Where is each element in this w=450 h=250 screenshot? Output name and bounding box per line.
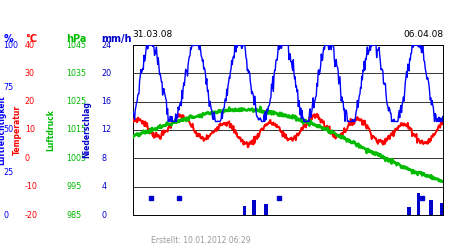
Text: 1045: 1045 [67,40,87,50]
Text: 1015: 1015 [67,126,87,134]
Text: 1025: 1025 [67,97,87,106]
Text: 0: 0 [4,210,9,220]
Bar [407,207,411,215]
Text: Erstellt: 10.01.2012 06:29: Erstellt: 10.01.2012 06:29 [151,236,250,245]
Text: 20: 20 [101,69,112,78]
Text: 31.03.08: 31.03.08 [133,30,173,39]
Bar [265,204,268,215]
Bar [243,206,247,215]
Text: 4: 4 [101,182,106,191]
Text: 25: 25 [4,168,14,177]
Text: 8: 8 [101,154,106,163]
Text: 995: 995 [67,182,82,191]
Text: 16: 16 [101,97,111,106]
Bar [429,200,433,215]
Text: 100: 100 [4,40,18,50]
Text: 75: 75 [4,83,14,92]
Text: Temperatur: Temperatur [13,105,22,155]
Bar [252,200,256,215]
Text: 0: 0 [25,154,30,163]
Text: -20: -20 [25,210,38,220]
Text: 12: 12 [101,126,112,134]
Text: Luftfeuchtigkeit: Luftfeuchtigkeit [0,95,6,165]
Bar [417,193,420,215]
Text: 50: 50 [4,126,13,134]
Text: 24: 24 [101,40,112,50]
Text: 0: 0 [101,210,106,220]
Text: Niederschlag: Niederschlag [82,102,91,158]
Text: °C: °C [25,34,37,44]
Text: 20: 20 [25,97,35,106]
Text: 1005: 1005 [67,154,87,163]
Text: 30: 30 [25,69,35,78]
Text: mm/h: mm/h [101,34,132,44]
Text: 06.04.08: 06.04.08 [403,30,443,39]
Text: 1035: 1035 [67,69,87,78]
Text: -10: -10 [25,182,38,191]
Text: 985: 985 [67,210,82,220]
Text: 40: 40 [25,40,35,50]
Text: Luftdruck: Luftdruck [46,109,55,151]
Text: hPa: hPa [67,34,87,44]
Text: 10: 10 [25,126,35,134]
Text: %: % [4,34,13,44]
Bar [440,203,444,215]
